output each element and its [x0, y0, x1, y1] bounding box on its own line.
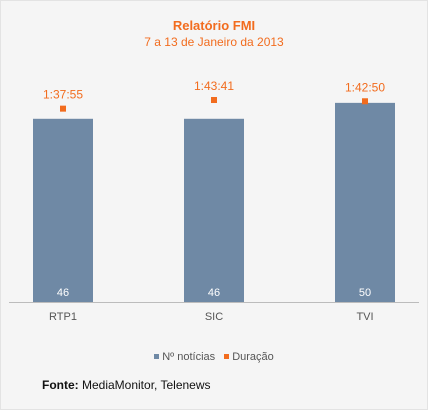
- bar-rtp1: [33, 118, 93, 302]
- bar-sic: [184, 118, 244, 302]
- duration-label-sic: 1:43:41: [194, 79, 234, 93]
- source-text: MediaMonitor, Telenews: [78, 378, 211, 392]
- duration-marker-rtp1: [60, 105, 66, 112]
- legend: Nº notícias Duração: [1, 351, 427, 363]
- legend-label-noticias: Nº notícias: [162, 351, 216, 363]
- source-label: Fonte:: [42, 378, 79, 392]
- legend-label-duracao: Duração: [232, 351, 274, 363]
- source-note: Fonte: MediaMonitor, Telenews: [42, 378, 211, 392]
- bar-value-tvi: 50: [359, 287, 371, 299]
- duration-marker-sic: [211, 97, 217, 103]
- duration-label-rtp1: 1:37:55: [43, 88, 83, 102]
- bar-value-rtp1: 46: [57, 287, 69, 299]
- legend-swatch-duracao: [224, 353, 230, 359]
- bar-value-sic: 46: [208, 287, 220, 299]
- legend-item-noticias: Nº notícias: [154, 351, 215, 363]
- duration-marker-tvi: [362, 98, 368, 105]
- x-tick-label-rtp1: RTP1: [49, 311, 77, 323]
- chart-subtitle: 7 a 13 de Janeiro da 2013: [144, 35, 284, 49]
- legend-item-duracao: Duração: [224, 351, 274, 363]
- chart-title: Relatório FMI: [172, 18, 256, 33]
- chart-plot: 46 RTP1 1:37:55 46 SIC 1:43:41 50 TVI 1:42:50: [9, 79, 419, 323]
- legend-swatch-noticias: [154, 353, 160, 359]
- duration-label-tvi: 1:42:50: [345, 80, 385, 94]
- bar-tvi: [335, 102, 395, 303]
- x-tick-label-tvi: TVI: [356, 311, 373, 323]
- x-tick-label-sic: SIC: [205, 311, 223, 323]
